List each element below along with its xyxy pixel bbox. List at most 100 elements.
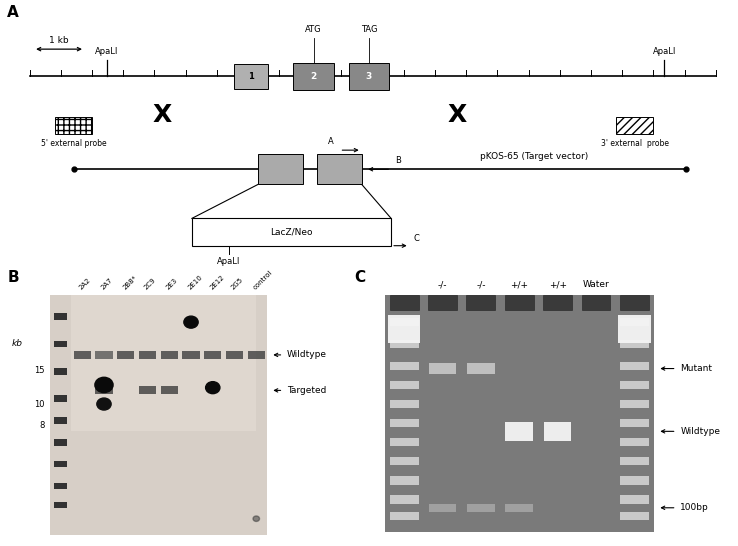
- Text: 2A2: 2A2: [78, 277, 92, 290]
- Bar: [95, 387, 113, 394]
- Bar: [620, 512, 649, 520]
- Text: ATG: ATG: [306, 25, 322, 34]
- Bar: [390, 458, 418, 465]
- Bar: [54, 502, 67, 508]
- Bar: [72, 295, 256, 431]
- Bar: [620, 438, 649, 447]
- Text: ApaLI: ApaLI: [217, 257, 241, 265]
- Text: +/+: +/+: [548, 281, 567, 289]
- Bar: [49, 295, 267, 535]
- Text: -/-: -/-: [476, 281, 486, 289]
- Text: TAG: TAG: [361, 25, 377, 34]
- Bar: [54, 461, 67, 467]
- Bar: [54, 483, 67, 489]
- Bar: [390, 438, 418, 447]
- Bar: [226, 351, 244, 359]
- Bar: [505, 295, 534, 310]
- Text: X: X: [448, 103, 467, 127]
- Bar: [258, 154, 303, 184]
- Text: Wildtype: Wildtype: [680, 427, 720, 436]
- Bar: [390, 476, 418, 485]
- Bar: [317, 154, 362, 184]
- Text: 15: 15: [34, 366, 45, 375]
- Text: ApaLI: ApaLI: [652, 47, 676, 56]
- Bar: [390, 361, 418, 370]
- Bar: [388, 315, 421, 343]
- Bar: [390, 381, 418, 389]
- Text: X: X: [153, 103, 172, 127]
- Text: Targeted: Targeted: [286, 386, 326, 395]
- Bar: [139, 351, 156, 359]
- Text: C: C: [354, 270, 365, 285]
- Bar: [620, 400, 649, 408]
- Text: 2B8*: 2B8*: [122, 275, 138, 290]
- Text: 2A7: 2A7: [100, 277, 114, 290]
- Text: 2E3: 2E3: [165, 277, 179, 290]
- Bar: [161, 387, 178, 394]
- Text: 3' external  probe: 3' external probe: [601, 139, 669, 148]
- Bar: [390, 419, 418, 427]
- Bar: [55, 117, 92, 134]
- Bar: [54, 341, 67, 347]
- Bar: [235, 64, 267, 89]
- Bar: [506, 503, 533, 512]
- Bar: [544, 422, 571, 441]
- Bar: [390, 340, 418, 348]
- Text: B: B: [7, 270, 19, 285]
- Text: 2: 2: [311, 72, 317, 81]
- Bar: [204, 351, 221, 359]
- Bar: [618, 315, 651, 343]
- Circle shape: [184, 316, 199, 328]
- Text: -/-: -/-: [438, 281, 447, 289]
- Circle shape: [253, 516, 260, 521]
- Bar: [247, 351, 265, 359]
- Text: control: control: [252, 269, 274, 290]
- Bar: [467, 503, 494, 512]
- Text: 3: 3: [366, 72, 372, 81]
- Circle shape: [97, 398, 111, 410]
- Text: Water: Water: [582, 281, 610, 289]
- Bar: [428, 295, 457, 310]
- Bar: [385, 295, 654, 532]
- Bar: [117, 351, 134, 359]
- Text: 2C9: 2C9: [143, 277, 157, 290]
- Bar: [543, 295, 572, 310]
- Bar: [620, 476, 649, 485]
- Text: kb: kb: [12, 340, 23, 348]
- Bar: [294, 63, 334, 90]
- Bar: [620, 318, 649, 326]
- Text: 2E12: 2E12: [209, 274, 225, 290]
- Text: pKOS-65 (Target vector): pKOS-65 (Target vector): [480, 152, 588, 161]
- Text: 5' external probe: 5' external probe: [41, 139, 106, 148]
- Text: 10: 10: [34, 400, 45, 408]
- Text: 100bp: 100bp: [680, 503, 709, 512]
- Bar: [74, 351, 91, 359]
- Bar: [390, 295, 418, 310]
- Bar: [182, 351, 200, 359]
- Bar: [390, 496, 418, 503]
- Text: 8: 8: [39, 422, 45, 430]
- Bar: [620, 458, 649, 465]
- Bar: [54, 417, 67, 424]
- Bar: [620, 381, 649, 389]
- Bar: [161, 351, 178, 359]
- Bar: [429, 503, 456, 512]
- Bar: [54, 368, 67, 375]
- Circle shape: [95, 377, 113, 393]
- Bar: [139, 387, 156, 394]
- Text: +/+: +/+: [510, 281, 528, 289]
- Bar: [620, 496, 649, 503]
- Bar: [348, 63, 390, 90]
- Bar: [620, 340, 649, 348]
- Text: LacZ/Neo: LacZ/Neo: [270, 228, 313, 236]
- Bar: [54, 439, 67, 446]
- Bar: [54, 313, 67, 320]
- Bar: [620, 361, 649, 370]
- Bar: [192, 218, 391, 246]
- Text: 3: 3: [336, 164, 343, 174]
- Text: C: C: [413, 234, 419, 243]
- Bar: [95, 351, 113, 359]
- Bar: [466, 295, 495, 310]
- Text: Wildtype: Wildtype: [286, 351, 327, 359]
- Bar: [582, 295, 610, 310]
